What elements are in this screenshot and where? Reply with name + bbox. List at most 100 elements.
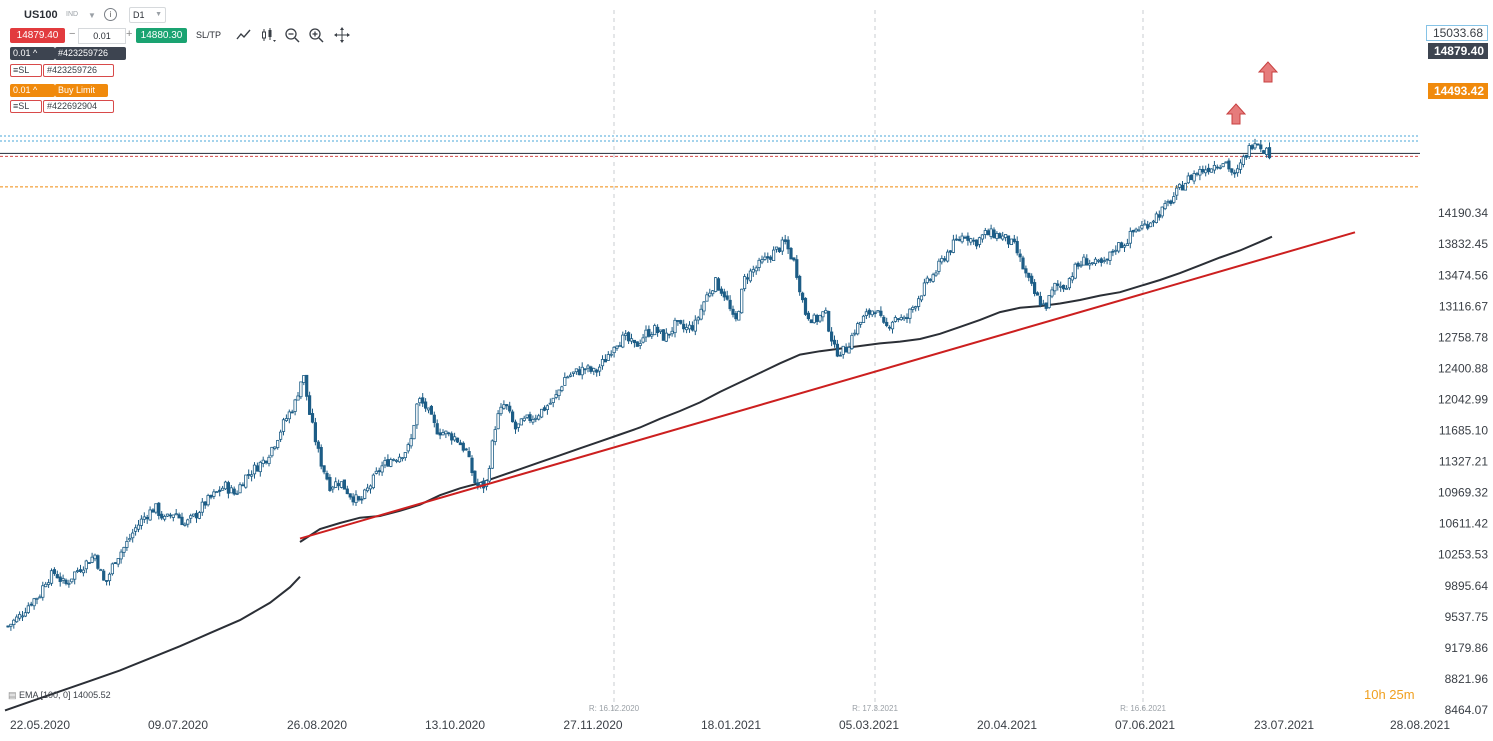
candle-bull: [165, 513, 170, 517]
candle-bear: [885, 321, 889, 327]
candle-bull: [1137, 229, 1141, 232]
zoom-in-icon[interactable]: [308, 27, 324, 43]
candle-bear: [1244, 154, 1248, 158]
stop-loss-tag[interactable]: ≡SL: [10, 64, 42, 77]
sl-label: SL: [18, 101, 30, 111]
crosshair-icon[interactable]: [334, 27, 350, 43]
candle-bear: [105, 580, 109, 582]
candle-bear: [728, 299, 732, 310]
sltp-button[interactable]: SL/TP: [196, 30, 222, 40]
buy-limit-stop-loss-id-tag[interactable]: #422692904: [43, 100, 114, 113]
candle-bull: [125, 540, 129, 548]
candle-bear: [943, 258, 947, 261]
candle-bull: [426, 407, 431, 411]
candle-bull: [911, 306, 915, 310]
candle-bull: [136, 524, 141, 530]
candle-bull: [397, 456, 402, 463]
candle-bear: [719, 288, 724, 294]
ema-label-text: EMA [100, 0] 14005.52: [19, 690, 111, 700]
y-tick-label: 10253.53: [1438, 548, 1488, 562]
buy-button[interactable]: 14880.30: [136, 28, 187, 43]
candle-bull: [708, 292, 712, 297]
candle-bear: [835, 343, 840, 357]
support-trendline[interactable]: [299, 231, 1356, 540]
candle-bull: [519, 418, 523, 426]
candle-bull: [1140, 225, 1144, 229]
buy-limit-type-tag[interactable]: Buy Limit: [55, 84, 108, 97]
candle-bull: [229, 487, 233, 494]
candle-bull: [919, 295, 924, 301]
candle-bear: [838, 354, 842, 357]
candle-bear: [647, 328, 651, 337]
candle-type-icon[interactable]: [260, 27, 276, 43]
candle-bull: [12, 619, 16, 625]
candle-bull: [548, 402, 552, 405]
info-icon[interactable]: i: [104, 8, 117, 21]
candle-bull: [84, 560, 88, 570]
candle-bull: [32, 598, 36, 607]
candle-bull: [1001, 235, 1005, 240]
x-tick-label: 13.10.2020: [425, 718, 485, 732]
candle-bull: [644, 329, 648, 338]
timeframe-select[interactable]: D1 ▼: [129, 7, 166, 23]
candle-bull: [41, 585, 45, 598]
buy-limit-price-label[interactable]: 14493.42: [1427, 83, 1488, 99]
sell-button[interactable]: 14879.40: [10, 28, 65, 43]
order-price-lines: [0, 135, 1420, 188]
candle-bull: [571, 371, 576, 374]
candle-bull: [452, 436, 457, 441]
candle-bull: [780, 239, 784, 252]
candle-bear: [783, 239, 787, 242]
candle-bear: [888, 326, 892, 329]
candle-bear: [690, 325, 695, 331]
candle-bear: [423, 401, 428, 409]
order-volume-tag[interactable]: 0.01 ^: [10, 47, 55, 60]
candle-bull: [1151, 220, 1156, 223]
candle-bear: [734, 313, 738, 320]
symbol-dropdown-icon[interactable]: ▼: [88, 11, 96, 20]
candle-bull: [252, 464, 257, 475]
candle-bull: [586, 365, 590, 369]
symbol-name[interactable]: US100: [24, 9, 58, 21]
candle-bear: [55, 574, 59, 579]
candle-bull: [629, 338, 634, 342]
candle-bull: [1265, 147, 1269, 155]
candle-bull: [296, 395, 300, 401]
volume-increase-button[interactable]: +: [126, 28, 133, 40]
x-tick-label: 27.11.2020: [563, 718, 622, 732]
candle-bull: [273, 446, 277, 449]
candle-bull: [1047, 295, 1051, 308]
candle-bull: [1108, 251, 1112, 261]
candle-bull: [914, 306, 918, 309]
candle-bear: [1131, 230, 1135, 233]
stop-loss-id-tag[interactable]: #423259726: [43, 64, 114, 77]
candle-bear: [1021, 257, 1025, 270]
candle-bull: [861, 315, 866, 323]
candle-bull: [1004, 234, 1008, 238]
candle-bull: [1096, 259, 1100, 262]
candle-bull: [1050, 289, 1054, 297]
volume-input[interactable]: 0.01: [78, 28, 126, 44]
buy-limit-volume-tag[interactable]: 0.01 ^: [10, 84, 55, 97]
candle-bull: [937, 260, 941, 272]
candle-bear: [473, 470, 477, 483]
candle-bull: [940, 258, 944, 263]
candle-bull: [334, 481, 338, 488]
buy-limit-stop-loss-tag[interactable]: ≡SL: [10, 100, 42, 113]
volume-decrease-button[interactable]: −: [69, 28, 76, 40]
candle-bull: [186, 519, 190, 525]
line-chart-icon[interactable]: [236, 27, 252, 43]
ema-indicator-label[interactable]: ▤ EMA [100, 0] 14005.52: [8, 690, 111, 701]
candle-bear: [508, 405, 512, 412]
candle-bear: [589, 366, 593, 372]
x-tick-label: 22.05.2020: [10, 718, 70, 732]
candle-bear: [992, 229, 996, 239]
zoom-out-icon[interactable]: [284, 27, 300, 43]
candle-bull: [934, 272, 938, 276]
order-id-tag[interactable]: #423259726: [55, 47, 126, 60]
candle-bull: [394, 460, 399, 462]
y-tick-label: 13832.45: [1438, 237, 1488, 251]
candle-bear: [360, 498, 364, 501]
trendline[interactable]: [299, 231, 1356, 540]
